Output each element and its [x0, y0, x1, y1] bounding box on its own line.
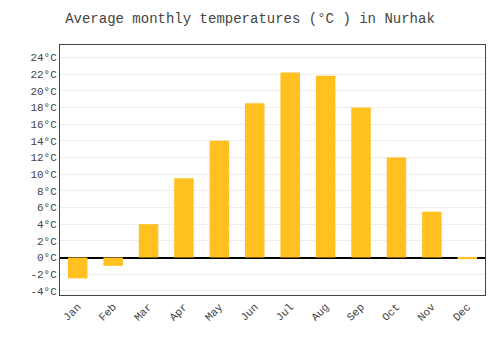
- svg-text:18°C: 18°C: [30, 102, 57, 114]
- svg-text:May: May: [203, 301, 226, 324]
- svg-text:Apr: Apr: [167, 301, 189, 323]
- svg-text:Average monthly temperatures (: Average monthly temperatures (°C ) in Nu…: [65, 11, 435, 27]
- svg-text:2°C: 2°C: [37, 236, 57, 248]
- svg-text:Jul: Jul: [274, 301, 296, 323]
- svg-text:20°C: 20°C: [30, 86, 57, 98]
- svg-text:16°C: 16°C: [30, 119, 57, 131]
- svg-text:Aug: Aug: [309, 301, 331, 323]
- svg-text:24°C: 24°C: [30, 52, 57, 64]
- svg-text:Dec: Dec: [451, 301, 473, 323]
- svg-text:12°C: 12°C: [30, 152, 57, 164]
- svg-text:8°C: 8°C: [37, 186, 57, 198]
- svg-text:Mar: Mar: [132, 301, 154, 323]
- svg-text:-2°C: -2°C: [30, 269, 57, 281]
- svg-text:Oct: Oct: [380, 301, 402, 323]
- svg-text:-4°C: -4°C: [30, 286, 57, 298]
- svg-text:0°C: 0°C: [37, 252, 57, 264]
- svg-text:Feb: Feb: [97, 301, 119, 323]
- svg-text:22°C: 22°C: [30, 69, 57, 81]
- svg-text:Nov: Nov: [415, 301, 438, 324]
- svg-text:Jun: Jun: [238, 301, 260, 323]
- svg-text:4°C: 4°C: [37, 219, 57, 231]
- svg-text:6°C: 6°C: [37, 202, 57, 214]
- svg-text:10°C: 10°C: [30, 169, 57, 181]
- svg-text:Jan: Jan: [61, 301, 83, 323]
- svg-text:14°C: 14°C: [30, 136, 57, 148]
- svg-text:Sep: Sep: [345, 301, 367, 323]
